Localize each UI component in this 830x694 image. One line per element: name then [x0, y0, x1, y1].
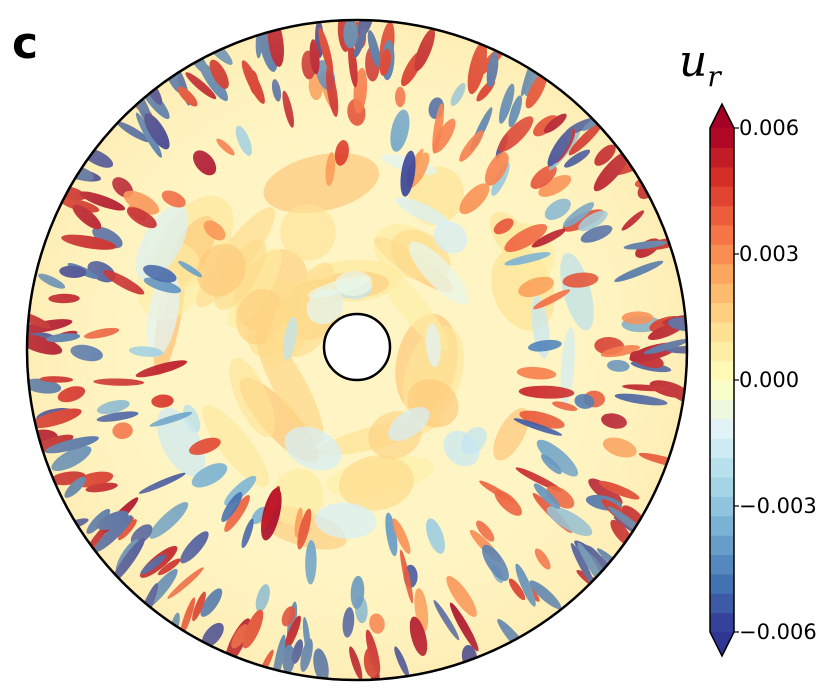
colorbar-label: ur — [679, 36, 722, 93]
colorbar-tick-label: −0.003 — [739, 494, 817, 518]
colorbar-band — [710, 573, 734, 594]
colorbar-band — [710, 612, 734, 633]
colorbar-band — [710, 186, 734, 207]
colorbar-band — [710, 360, 734, 381]
colorbar-tick-label: 0.006 — [739, 116, 799, 140]
colorbar-band — [710, 302, 734, 323]
colorbar-band — [710, 418, 734, 439]
panel-label: c — [12, 18, 38, 69]
colorbar-bands — [710, 128, 734, 633]
colorbar-tick-label: 0.000 — [739, 368, 799, 392]
colorbar-band — [710, 457, 734, 478]
colorbar-band — [710, 128, 734, 148]
colorbar-band — [710, 263, 734, 284]
outer-boundary — [25, 18, 689, 682]
colorbar: ur 0.006 0.003 0.000 −0.003 −0.006 — [679, 36, 817, 658]
colorbar-band — [710, 321, 734, 342]
colorbar-extend-max — [710, 104, 734, 128]
colorbar-ticks: 0.006 0.003 0.000 −0.003 −0.006 — [734, 116, 817, 644]
inner-boundary — [322, 312, 392, 382]
colorbar-band — [710, 399, 734, 420]
colorbar-band — [710, 554, 734, 575]
colorbar-band — [710, 496, 734, 517]
colorbar-tick-label: −0.006 — [739, 620, 817, 644]
colorbar-band — [710, 380, 734, 400]
colorbar-band — [710, 515, 734, 536]
colorbar-band — [710, 224, 734, 245]
colorbar-band — [710, 535, 734, 556]
colorbar-band — [710, 438, 734, 459]
colorbar-band — [710, 476, 734, 497]
colorbar-tick-label: 0.003 — [739, 242, 799, 266]
colorbar-band — [710, 147, 734, 168]
colorbar-band — [710, 244, 734, 265]
colorbar-band — [710, 593, 734, 614]
colorbar-band — [710, 205, 734, 226]
colorbar-band — [710, 166, 734, 187]
colorbar-extend-min — [710, 632, 734, 656]
colorbar-band — [710, 283, 734, 304]
colorbar-band — [710, 341, 734, 362]
